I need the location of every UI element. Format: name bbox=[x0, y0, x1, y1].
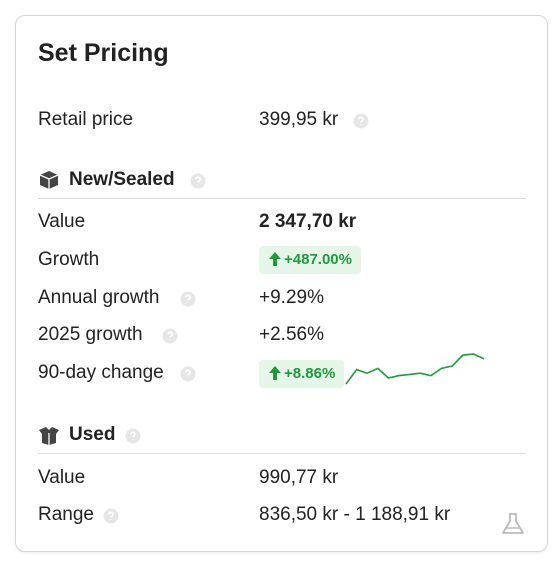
label: 90-day change bbox=[38, 362, 164, 383]
flask-icon[interactable] bbox=[500, 511, 526, 537]
divider bbox=[38, 453, 526, 454]
help-icon[interactable] bbox=[180, 291, 196, 307]
label: Range bbox=[38, 504, 94, 525]
sparkline-line bbox=[345, 353, 485, 385]
label: 2025 growth bbox=[38, 324, 143, 345]
section-heading: Used bbox=[69, 424, 116, 445]
help-icon[interactable] bbox=[180, 366, 196, 382]
help-icon[interactable] bbox=[190, 173, 206, 189]
value: 990,77 kr bbox=[259, 467, 339, 488]
value: +9.29% bbox=[259, 287, 324, 308]
open-box-icon bbox=[39, 427, 59, 445]
value: 399,95 kr bbox=[259, 109, 339, 130]
section-heading: New/Sealed bbox=[69, 169, 175, 190]
label: Value bbox=[38, 467, 86, 488]
up-arrow bbox=[269, 252, 281, 266]
value: 836,50 kr - 1 188,91 kr bbox=[259, 504, 451, 525]
label: Growth bbox=[38, 249, 100, 270]
help-icon[interactable] bbox=[353, 113, 369, 129]
help-icon[interactable] bbox=[125, 428, 141, 444]
badge-text: +8.86% bbox=[284, 365, 336, 382]
help-icon[interactable] bbox=[103, 508, 119, 524]
value: +2.56% bbox=[259, 324, 324, 345]
help-icon[interactable] bbox=[162, 328, 178, 344]
pricing-card bbox=[15, 15, 548, 552]
value: 2 347,70 kr bbox=[259, 211, 357, 232]
divider bbox=[38, 198, 526, 199]
growth-badge: +487.00% bbox=[259, 246, 361, 274]
change-badge: +8.86% bbox=[259, 360, 345, 388]
sparkline bbox=[345, 353, 485, 385]
label: Annual growth bbox=[38, 287, 160, 308]
badge-text: +487.00% bbox=[284, 251, 352, 268]
label: Value bbox=[38, 211, 86, 232]
box-icon bbox=[39, 171, 59, 189]
label: Retail price bbox=[38, 109, 134, 130]
card-title: Set Pricing bbox=[38, 39, 169, 67]
up-arrow bbox=[269, 366, 281, 380]
